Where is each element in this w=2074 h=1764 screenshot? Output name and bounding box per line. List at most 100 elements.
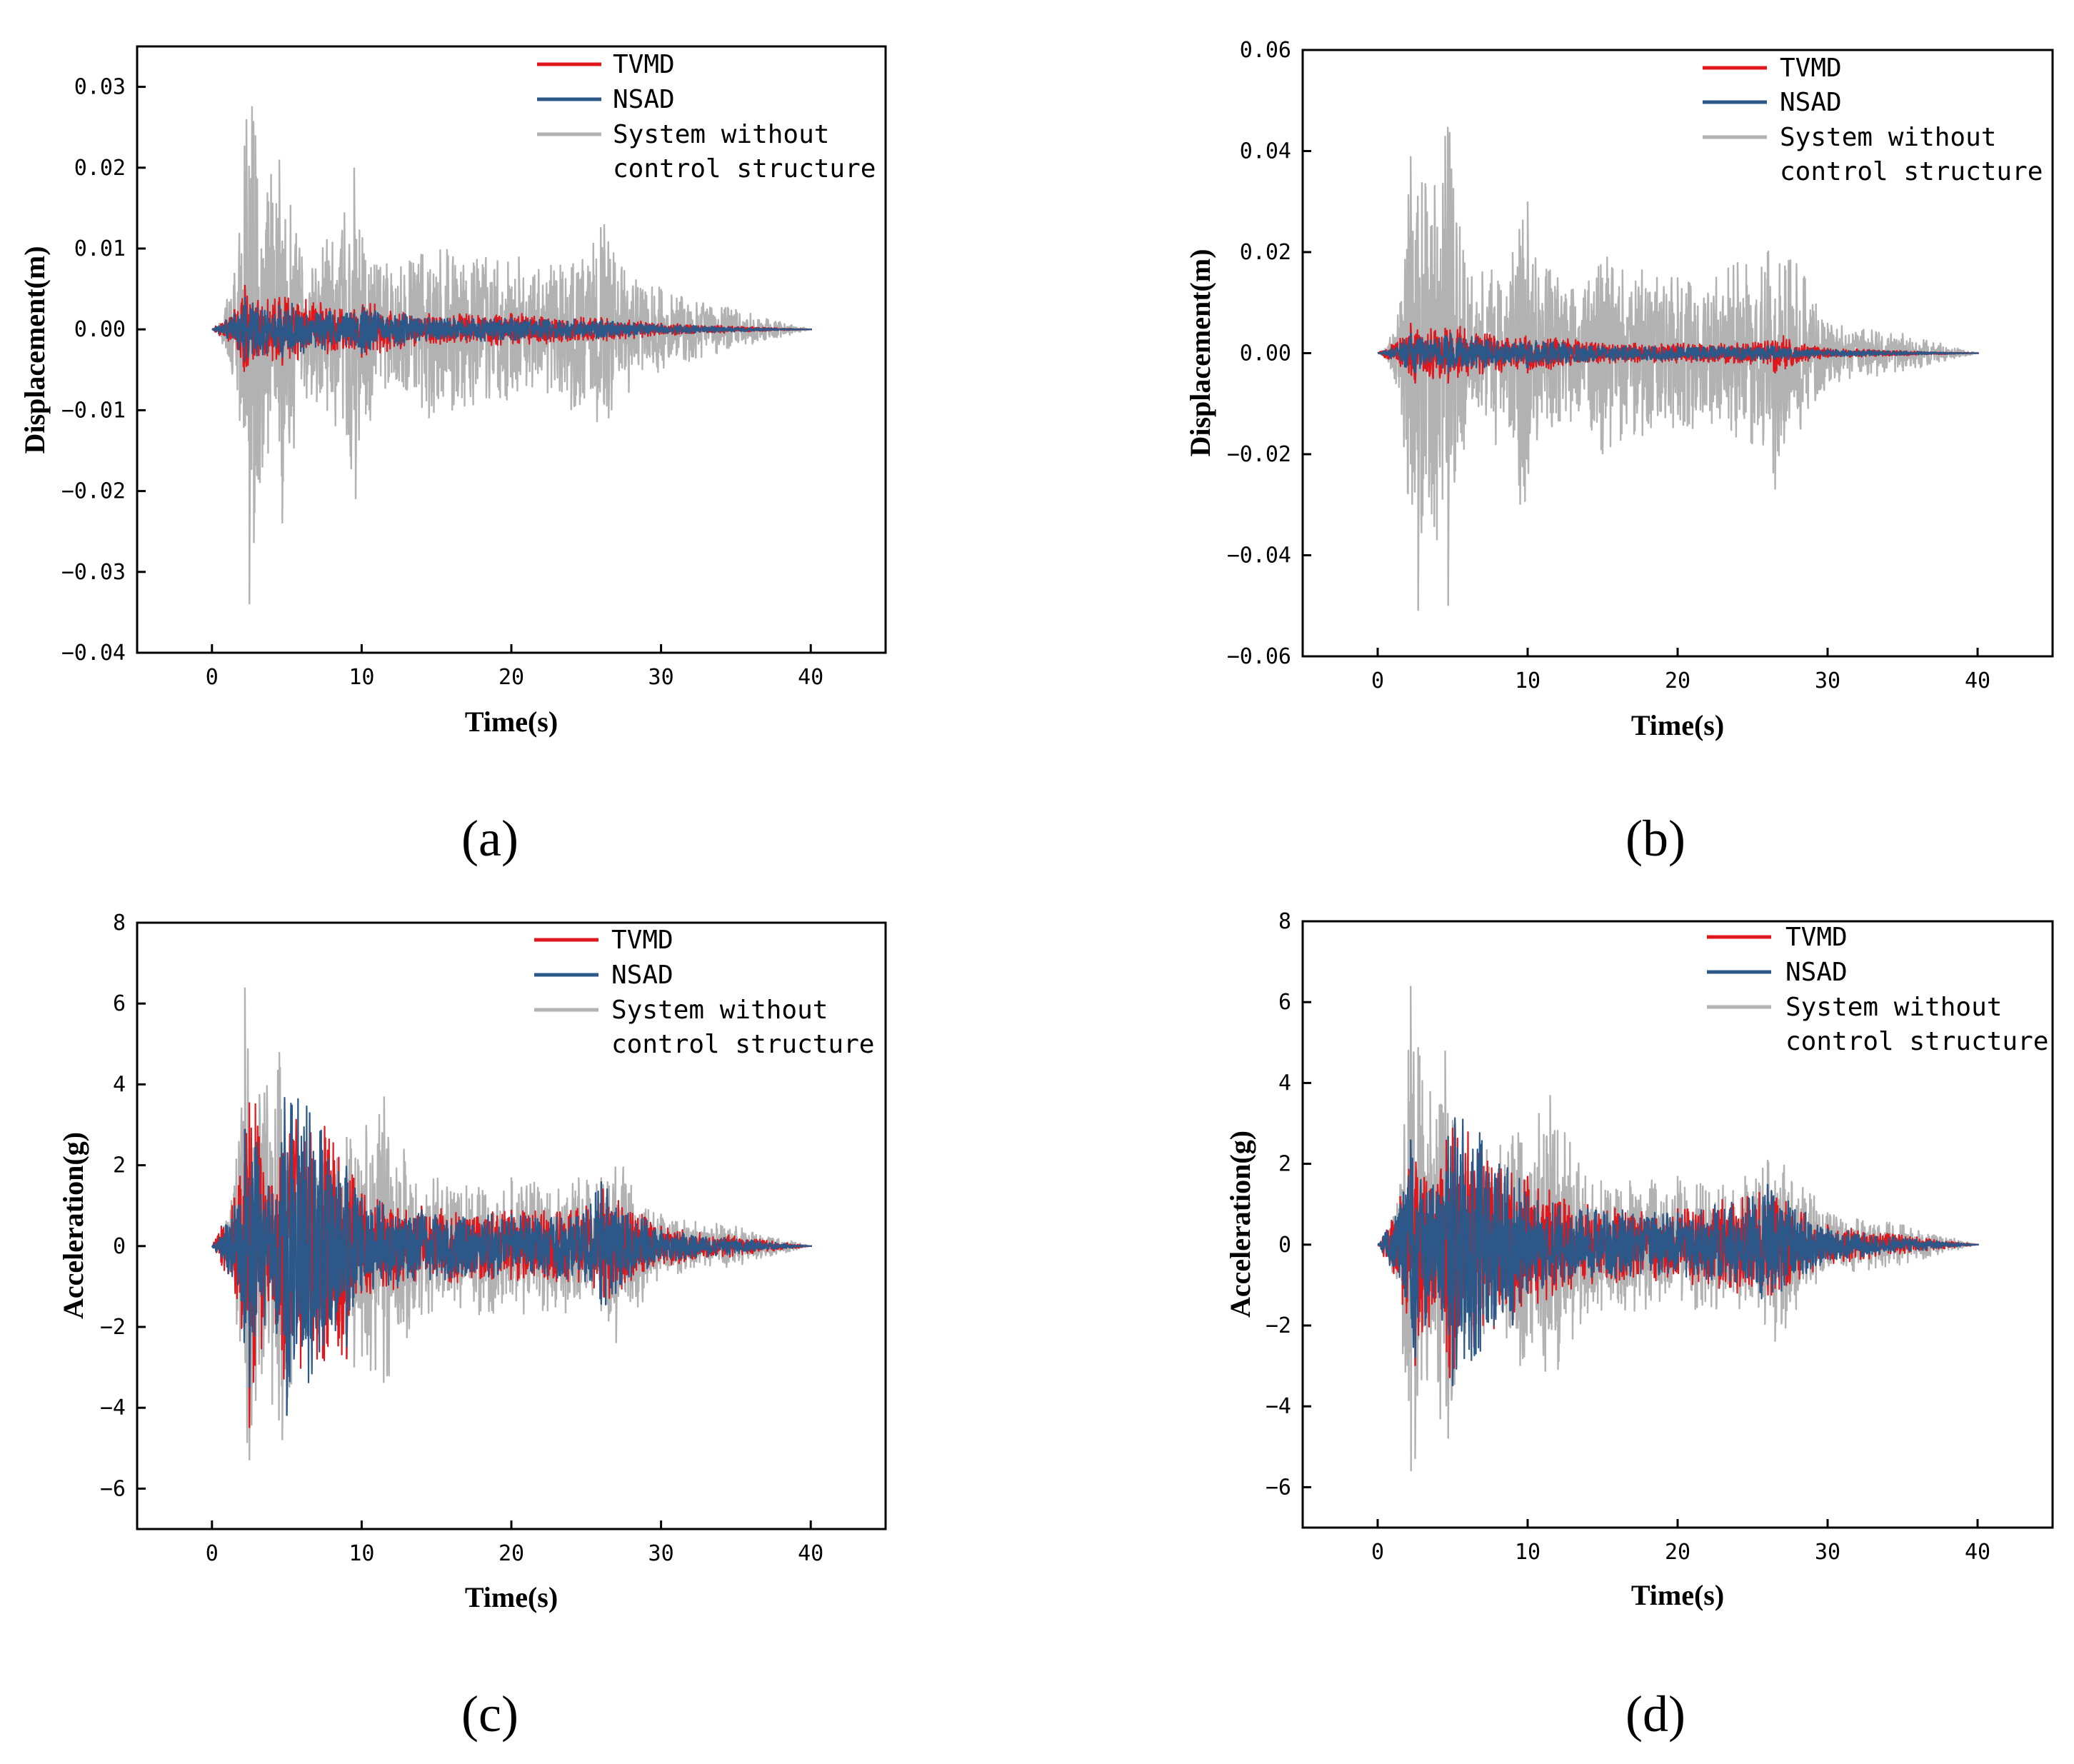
series-peak-uncontrolled: [603, 224, 606, 330]
y-tick-label: 0.06: [1240, 38, 1291, 63]
series-peak-nsad: [234, 1206, 237, 1246]
series-peak-nsad: [1526, 1196, 1530, 1245]
legend-label-nsad-c: NSAD: [611, 961, 673, 990]
series-peak-nsad: [244, 1128, 247, 1246]
series-peak-nsad: [510, 1213, 514, 1246]
y-tick-label: 0.00: [1240, 341, 1291, 366]
series-peak-uncontrolled: [421, 1246, 424, 1316]
panel-a: 0 10 20 30 40 −0.04 −0.03 −0.02 −0.01 0.00 0.01 0.0…: [19, 45, 887, 867]
y-tick-label: −6: [100, 1476, 126, 1501]
legend-label-nsad-a: NSAD: [613, 85, 675, 114]
y-tick-label: 4: [1278, 1071, 1291, 1096]
series-peak-nsad: [271, 1193, 274, 1246]
series-peak-nsad: [585, 1209, 588, 1246]
series-peak-nsad: [1766, 345, 1770, 354]
series-peak-uncontrolled: [1676, 277, 1680, 354]
legend-label-uncontrolled-a: System without: [613, 120, 829, 149]
x-tick-label: 20: [1665, 1540, 1690, 1565]
legend-label-uncontrolled-2-b: control structure: [1780, 157, 2043, 186]
y-tick-label: −0.04: [1227, 543, 1291, 568]
series-layer-a: [211, 106, 812, 605]
x-tick-label: 40: [1965, 1540, 1990, 1565]
series-peak-uncontrolled: [1409, 156, 1413, 354]
x-tick-label: 0: [206, 1541, 219, 1566]
y-tick-label: −4: [1266, 1394, 1291, 1419]
series-peak-nsad: [600, 319, 603, 330]
series-peak-nsad: [1414, 1244, 1418, 1358]
y-tick-label: −0.02: [61, 479, 126, 504]
y-tick-label: 0.01: [74, 236, 126, 261]
x-tick-label: 20: [499, 665, 524, 690]
series-peak-uncontrolled: [353, 167, 356, 330]
legend-label-uncontrolled-2-c: control structure: [611, 1030, 874, 1059]
series-peak-nsad: [1414, 353, 1418, 374]
series-peak-uncontrolled: [1766, 251, 1770, 354]
legend-c: TVMD NSAD System without control structu…: [534, 926, 874, 1059]
ticks-a: 0 10 20 30 40 −0.04 −0.03 −0.02 −0.01 0.00 0.01 0.0…: [61, 75, 824, 690]
series-peak-nsad: [244, 296, 247, 330]
legend-a: TVMD NSAD System without control structu…: [537, 50, 876, 184]
x-tick-label: 10: [1515, 668, 1541, 693]
series-peak-nsad: [1399, 1204, 1403, 1245]
series-peak-uncontrolled: [735, 309, 738, 330]
y-tick-label: 0.03: [74, 75, 126, 100]
series-peak-uncontrolled: [376, 264, 379, 330]
legend-label-nsad-d: NSAD: [1785, 958, 1848, 987]
x-tick-label: 30: [648, 1541, 674, 1566]
x-tick-label: 10: [349, 665, 374, 690]
legend-b: TVMD NSAD System without control structu…: [1703, 54, 2043, 186]
y-tick-label: 2: [113, 1153, 126, 1178]
y-tick-label: 0: [1278, 1233, 1291, 1258]
series-peak-uncontrolled: [1774, 353, 1778, 490]
x-axis-label-d: Time(s): [1631, 1579, 1724, 1611]
x-tick-label: 30: [1815, 668, 1840, 693]
series-peak-uncontrolled: [660, 289, 663, 330]
x-tick-label: 40: [798, 1541, 823, 1566]
y-tick-label: 2: [1278, 1152, 1291, 1177]
series-peak-nsad: [1751, 1196, 1755, 1245]
series-peak-nsad: [1444, 335, 1448, 354]
series-layer-b: [1377, 126, 1979, 611]
ticks-d: 0 10 20 30 40 −6 −4 −2 0 2 4 6 8: [1266, 909, 1990, 1565]
y-axis-label-c: Acceleration(g): [57, 1132, 89, 1319]
series-peak-nsad: [1601, 345, 1605, 354]
series-peak-uncontrolled: [301, 256, 304, 330]
y-tick-label: −2: [100, 1315, 126, 1340]
y-tick-label: −6: [1266, 1475, 1291, 1500]
series-peak-uncontrolled: [254, 135, 258, 330]
series-peak-nsad: [660, 324, 663, 330]
series-peak-uncontrolled: [428, 329, 431, 419]
legend-label-tvmd-a: TVMD: [613, 50, 675, 79]
series-peak-uncontrolled: [1526, 201, 1530, 354]
y-tick-label: −4: [100, 1395, 126, 1420]
series-peak-nsad: [1676, 345, 1680, 354]
legend-label-nsad-b: NSAD: [1780, 88, 1842, 117]
series-peak-nsad: [346, 1246, 349, 1348]
series-peak-nsad: [600, 1181, 603, 1246]
caption-d: (d): [1625, 1685, 1685, 1743]
series-peak-nsad: [278, 305, 281, 330]
series-peak-uncontrolled: [525, 329, 528, 386]
x-tick-label: 0: [1371, 668, 1384, 693]
y-tick-label: −0.02: [1227, 442, 1291, 467]
ticks-c: 0 10 20 30 40 −6 −4 −2 0 2 4 6 8: [100, 911, 823, 1566]
y-axis-label-d: Acceleration(g): [1224, 1131, 1256, 1318]
series-peak-nsad: [1409, 333, 1413, 354]
series-peak-nsad: [1451, 1244, 1455, 1386]
x-tick-label: 20: [499, 1541, 524, 1566]
legend-label-tvmd-c: TVMD: [611, 926, 673, 955]
series-peak-nsad: [1826, 349, 1830, 354]
series-peak-nsad: [1511, 1244, 1515, 1326]
x-tick-label: 40: [1965, 668, 1990, 693]
x-tick-label: 30: [648, 665, 674, 690]
legend-label-uncontrolled-2-a: control structure: [613, 154, 876, 184]
series-peak-uncontrolled: [1511, 251, 1515, 354]
y-tick-label: 8: [113, 911, 126, 936]
series-peak-uncontrolled: [1691, 353, 1695, 429]
y-tick-label: 6: [1278, 990, 1291, 1015]
series-peak-uncontrolled: [1466, 277, 1470, 354]
series-peak-uncontrolled: [518, 256, 521, 330]
y-tick-label: 6: [113, 991, 126, 1016]
series-peak-uncontrolled: [1447, 353, 1451, 606]
